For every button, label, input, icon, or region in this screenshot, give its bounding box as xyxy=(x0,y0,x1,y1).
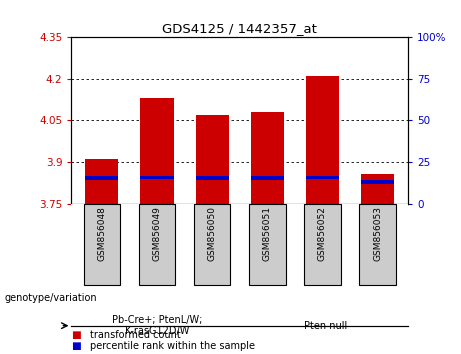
Text: Pb-Cre+; PtenL/W;
K-rasG12D/W: Pb-Cre+; PtenL/W; K-rasG12D/W xyxy=(112,315,202,337)
Bar xyxy=(306,76,339,204)
Bar xyxy=(306,176,339,179)
Text: GSM856052: GSM856052 xyxy=(318,206,327,261)
Bar xyxy=(251,112,284,204)
Bar xyxy=(360,204,396,285)
Text: transformed count: transformed count xyxy=(90,330,181,339)
Text: GSM856051: GSM856051 xyxy=(263,206,272,261)
Text: ■: ■ xyxy=(71,330,81,339)
Bar xyxy=(194,204,230,285)
Text: GSM856053: GSM856053 xyxy=(373,206,382,261)
Bar xyxy=(304,204,341,285)
Bar xyxy=(361,175,394,204)
Bar xyxy=(195,115,229,204)
Bar xyxy=(195,176,229,180)
Bar xyxy=(251,176,284,180)
Bar xyxy=(83,204,120,285)
Bar xyxy=(361,180,394,184)
Text: genotype/variation: genotype/variation xyxy=(5,293,97,303)
Text: GSM856049: GSM856049 xyxy=(153,206,161,261)
Text: Pten null: Pten null xyxy=(304,321,347,331)
Text: percentile rank within the sample: percentile rank within the sample xyxy=(90,341,255,351)
Title: GDS4125 / 1442357_at: GDS4125 / 1442357_at xyxy=(162,22,317,35)
Text: GSM856050: GSM856050 xyxy=(207,206,217,261)
Bar xyxy=(249,204,285,285)
Bar xyxy=(141,176,173,179)
Bar xyxy=(85,159,118,204)
Text: GSM856048: GSM856048 xyxy=(97,206,106,261)
Bar xyxy=(141,98,173,204)
Bar xyxy=(85,176,118,180)
Bar xyxy=(139,204,175,285)
Text: ■: ■ xyxy=(71,341,81,351)
